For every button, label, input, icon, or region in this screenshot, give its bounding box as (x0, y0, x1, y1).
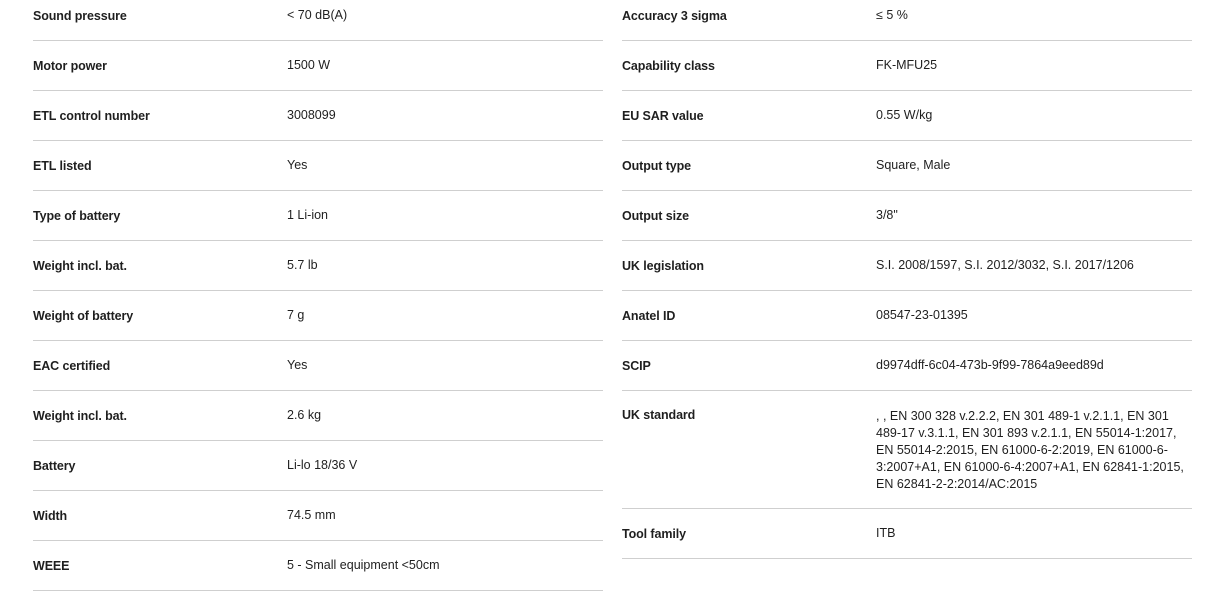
spec-label: EAC certified (33, 358, 111, 373)
spec-row: Accuracy 3 sigma ≤ 5 % (622, 0, 1192, 41)
spec-label: Accuracy 3 sigma (622, 8, 727, 23)
spec-value: Yes (287, 358, 308, 372)
spec-value: 0.55 W/kg (876, 108, 933, 122)
spec-row: Width 74.5 mm (33, 491, 603, 541)
spec-value: 5.7 lb (287, 258, 318, 272)
spec-row: Battery Li-lo 18/36 V (33, 441, 603, 491)
spec-value: 2.6 kg (287, 408, 322, 422)
spec-value: 3008099 (287, 108, 336, 122)
spec-value: ≤ 5 % (876, 8, 908, 22)
spec-label: UK standard (622, 408, 696, 422)
spec-label: ETL listed (33, 158, 92, 173)
spec-row: EAC certified Yes (33, 341, 603, 391)
spec-value: 74.5 mm (287, 508, 336, 522)
spec-label: Motor power (33, 58, 107, 73)
spec-row: Capability class FK-MFU25 (622, 41, 1192, 91)
spec-label: EU SAR value (622, 108, 704, 123)
spec-row: UK standard , , EN 300 328 v.2.2.2, EN 30… (622, 391, 1192, 509)
spec-label: Width (33, 508, 68, 523)
spec-table-right: Accuracy 3 sigma ≤ 5 % Capability class FK-… (622, 0, 1192, 559)
spec-label: Weight incl. bat. (33, 408, 127, 423)
spec-label: Battery (33, 458, 76, 473)
spec-table-left: Sound pressure < 70 dB(A) Motor power 1500 … (33, 0, 603, 591)
spec-row: EU SAR value 0.55 W/kg (622, 91, 1192, 141)
spec-label: Sound pressure (33, 8, 127, 23)
spec-value: 1500 W (287, 58, 331, 72)
spec-value: d9974dff-6c04-473b-9f99-7864a9eed89d (876, 358, 1104, 372)
spec-row: Anatel ID 08547-23-01395 (622, 291, 1192, 341)
spec-row: Weight incl. bat. 5.7 lb (33, 241, 603, 291)
spec-row: Tool family ITB (622, 509, 1192, 559)
spec-value: 1 Li-ion (287, 208, 328, 222)
spec-row: Output size 3/8" (622, 191, 1192, 241)
spec-label: Capability class (622, 58, 715, 73)
spec-value: Li-lo 18/36 V (287, 458, 358, 472)
spec-row: Motor power 1500 W (33, 41, 603, 91)
spec-label: Output size (622, 208, 689, 223)
spec-row: WEEE 5 - Small equipment <50cm (33, 541, 603, 591)
spec-row: Output type Square, Male (622, 141, 1192, 191)
spec-value: < 70 dB(A) (287, 8, 348, 22)
spec-label: ETL control number (33, 108, 150, 123)
spec-row: Sound pressure < 70 dB(A) (33, 0, 603, 41)
spec-label: Tool family (622, 526, 686, 541)
spec-row: ETL control number 3008099 (33, 91, 603, 141)
spec-row: Type of battery 1 Li-ion (33, 191, 603, 241)
spec-label: WEEE (33, 558, 70, 573)
spec-row: UK legislation S.I. 2008/1597, S.I. 2012/… (622, 241, 1192, 291)
spec-row: Weight of battery 7 g (33, 291, 603, 341)
spec-row: ETL listed Yes (33, 141, 603, 191)
spec-label: Weight of battery (33, 308, 134, 323)
spec-value: S.I. 2008/1597, S.I. 2012/3032, S.I. 201… (876, 258, 1134, 272)
spec-label: SCIP (622, 358, 651, 373)
spec-value: 3/8" (876, 208, 898, 222)
spec-label: Type of battery (33, 208, 121, 223)
spec-value: ITB (876, 526, 896, 540)
spec-label: Output type (622, 158, 692, 173)
spec-row: Weight incl. bat. 2.6 kg (33, 391, 603, 441)
spec-label: Weight incl. bat. (33, 258, 127, 273)
spec-row: SCIP d9974dff-6c04-473b-9f99-7864a9eed89d (622, 341, 1192, 391)
spec-value: FK-MFU25 (876, 58, 938, 72)
spec-value: , , EN 300 328 v.2.2.2, EN 301 489-1 v.2… (876, 409, 1184, 491)
spec-value: 5 - Small equipment <50cm (287, 558, 440, 572)
spec-label: UK legislation (622, 258, 704, 273)
spec-value: 08547-23-01395 (876, 308, 968, 322)
spec-label: Anatel ID (622, 308, 676, 323)
spec-value: 7 g (287, 308, 305, 322)
spec-value: Square, Male (876, 158, 951, 172)
spec-value: Yes (287, 158, 308, 172)
